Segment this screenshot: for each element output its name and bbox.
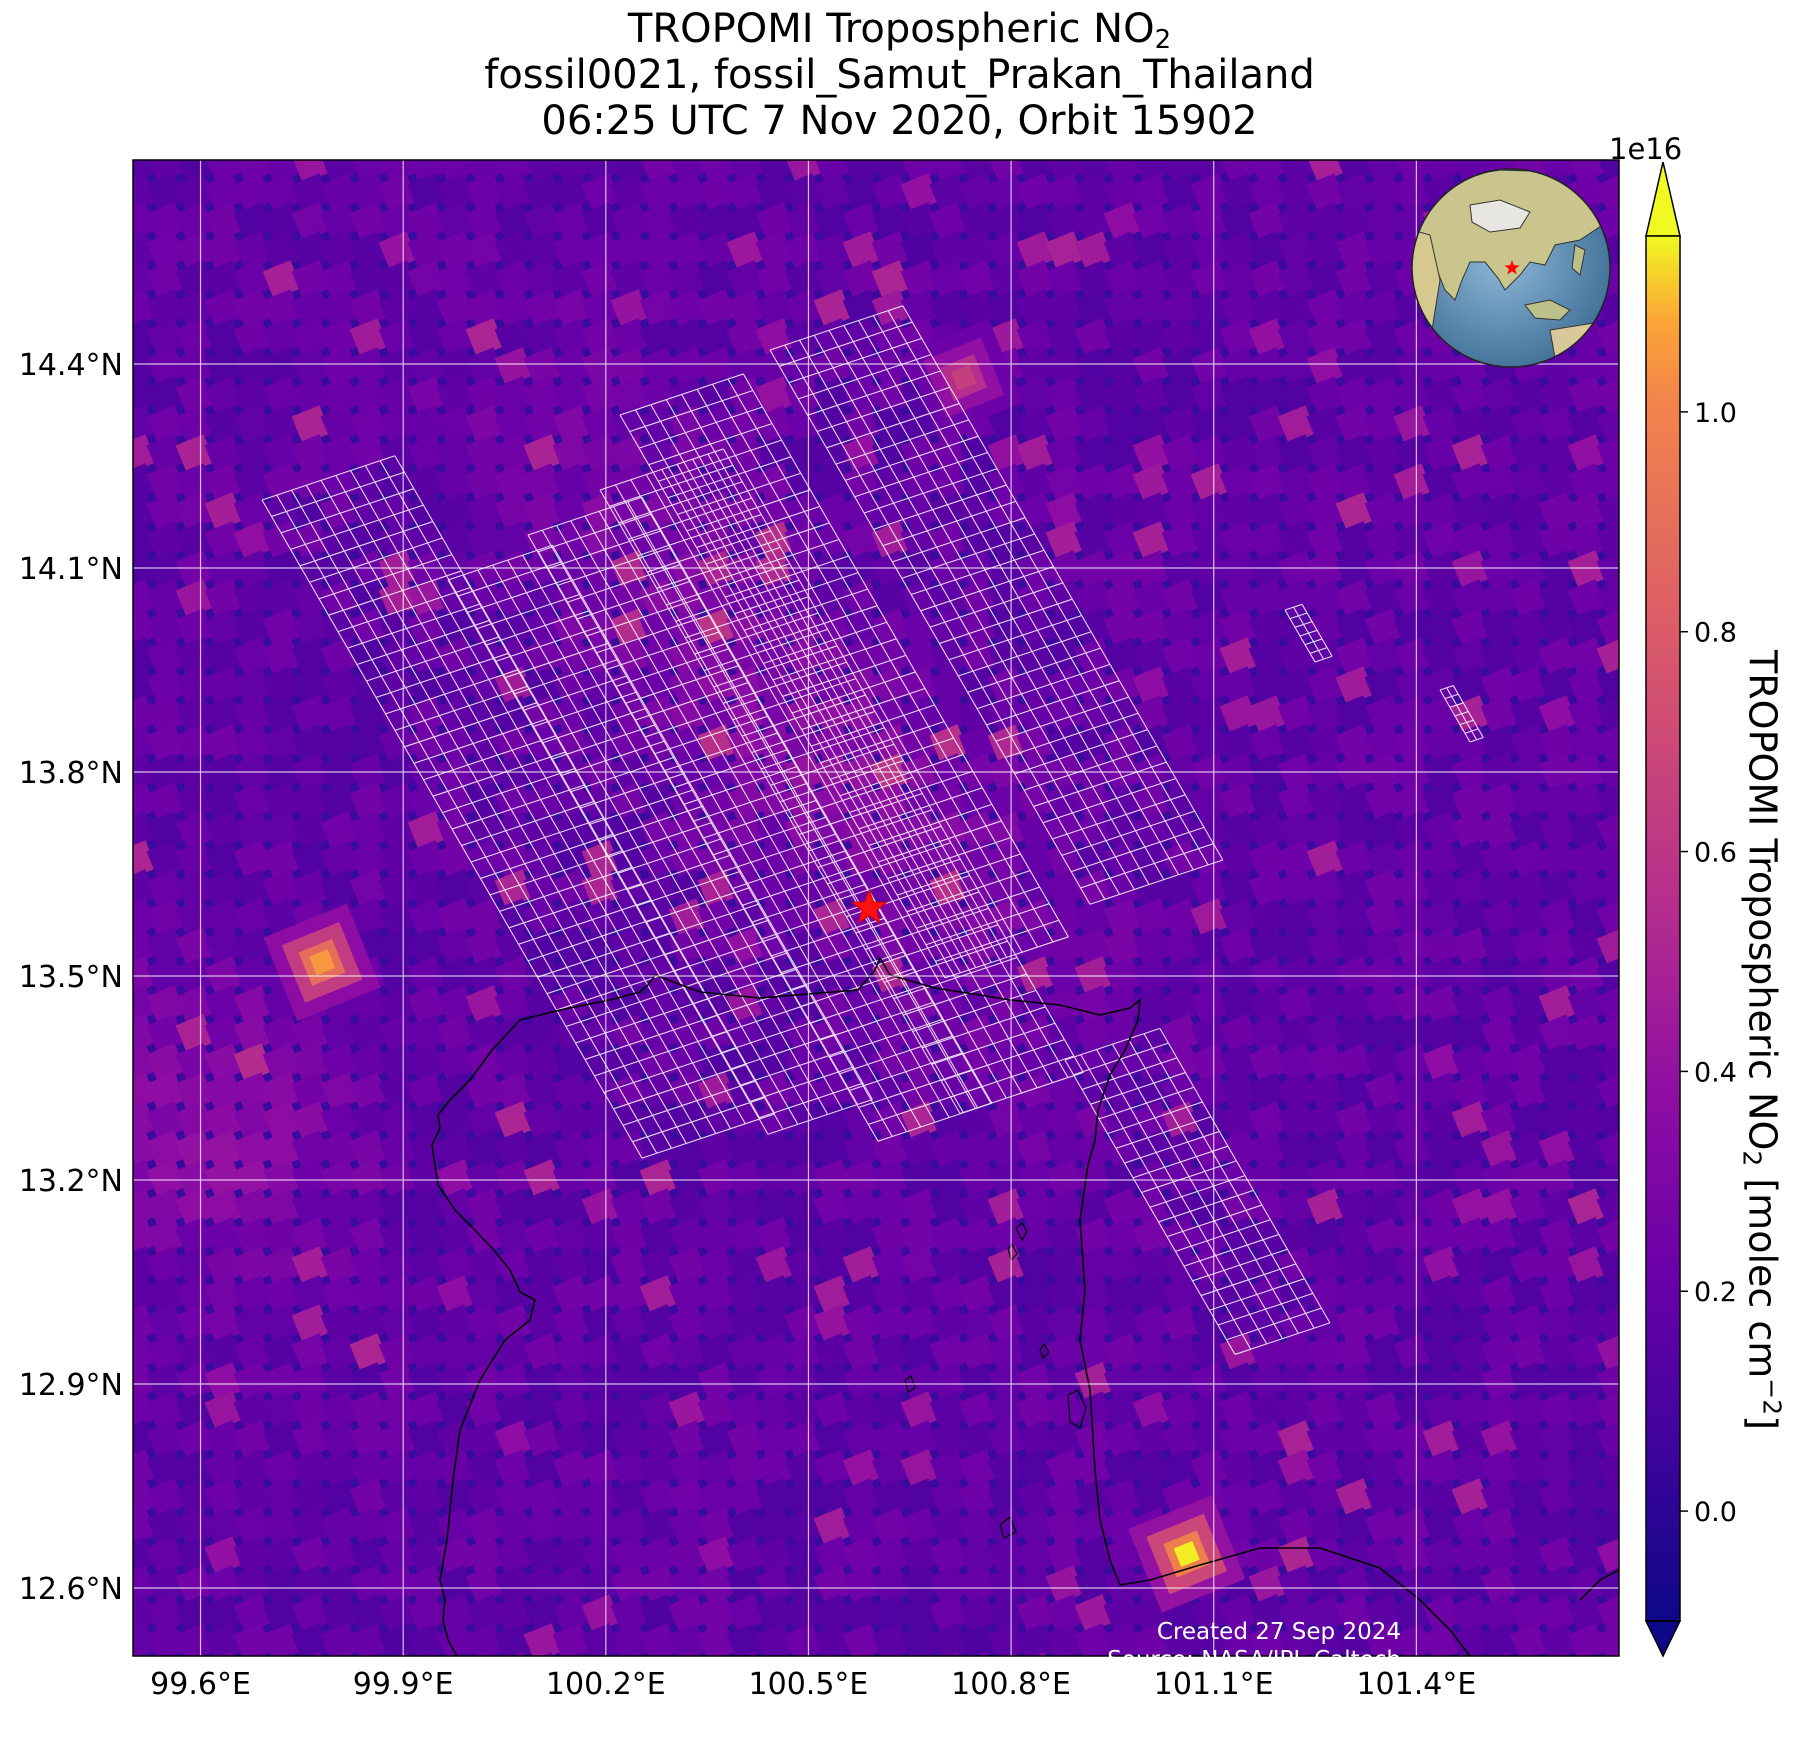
- colorbar-tick-label: 0.0: [1694, 1497, 1737, 1528]
- chart-title-line2: fossil0021, fossil_Samut_Prakan_Thailand: [484, 52, 1315, 98]
- islands: [904, 1222, 1087, 1539]
- lat-tick-label: 12.6°N: [19, 1572, 123, 1607]
- colorbar-tick-label: 0.8: [1694, 618, 1737, 649]
- lon-tick-label: 100.5°E: [749, 1667, 869, 1702]
- lon-tick-label: 100.8°E: [951, 1667, 1071, 1702]
- no2-pixel-field: [133, 160, 1619, 1656]
- map-frame: [132, 159, 1620, 1657]
- coastline: [431, 956, 1619, 1656]
- lon-tick-label: 99.9°E: [353, 1667, 454, 1702]
- lat-tick-label: 13.8°N: [19, 756, 123, 791]
- colorbar-tick-label: 0.4: [1694, 1057, 1737, 1088]
- lat-tick-label: 14.4°N: [19, 348, 123, 383]
- colorbar-frame: [1645, 235, 1681, 1622]
- lon-tick-label: 99.6°E: [150, 1667, 251, 1702]
- lat-tick-label: 14.1°N: [19, 552, 123, 587]
- longitude-tick-labels: 99.6°E 99.9°E 100.2°E 100.5°E 100.8°E 101.1°E…: [150, 1667, 1476, 1702]
- colorbar-label: TROPOMI Tropospheric NO2 [molec cm−2]: [1737, 650, 1787, 1430]
- created-credit: Created 27 Sep 2024: [1156, 1619, 1401, 1645]
- colorbar-offset-text: 1e16: [1609, 132, 1683, 166]
- chart-title-line3: 06:25 UTC 7 Nov 2020, Orbit 15902: [541, 98, 1258, 144]
- colorbar-tick-label: 0.2: [1694, 1277, 1737, 1308]
- source-credit: Source: NASA/JPL-Caltech: [1107, 1647, 1401, 1673]
- colorbar: 0.0 0.2 0.4 0.6 0.8 1.0: [1644, 161, 1737, 1658]
- target-marker: [850, 888, 888, 924]
- lon-tick-label: 100.2°E: [546, 1667, 666, 1702]
- lon-tick-label: 101.4°E: [1356, 1667, 1476, 1702]
- lon-tick-label: 101.1°E: [1154, 1667, 1274, 1702]
- target-footprint-grids: [261, 305, 1484, 1355]
- map-panel: 99.6°E 99.9°E 100.2°E 100.5°E 100.8°E 101.1°E…: [19, 159, 1620, 1702]
- map-gridlines: [133, 160, 1619, 1656]
- colorbar-tick-label: 1.0: [1694, 398, 1737, 429]
- lat-tick-label: 13.5°N: [19, 960, 123, 995]
- lat-tick-label: 13.2°N: [19, 1164, 123, 1199]
- inset-globe: [1411, 168, 1611, 368]
- no2-hotspots: [263, 319, 1246, 1613]
- colorbar-tick-label: 0.6: [1694, 838, 1737, 869]
- colorbar-extend-min: [1644, 1620, 1682, 1658]
- colorbar-gradient: [1646, 236, 1680, 1621]
- latitude-tick-labels: 14.4°N 14.1°N 13.8°N 13.5°N 13.2°N 12.9°N 12.6…: [19, 348, 123, 1607]
- colorbar-extend-max: [1645, 161, 1681, 237]
- lat-tick-label: 12.9°N: [19, 1368, 123, 1403]
- chart-title-line1: TROPOMI Tropospheric NO2: [627, 6, 1172, 55]
